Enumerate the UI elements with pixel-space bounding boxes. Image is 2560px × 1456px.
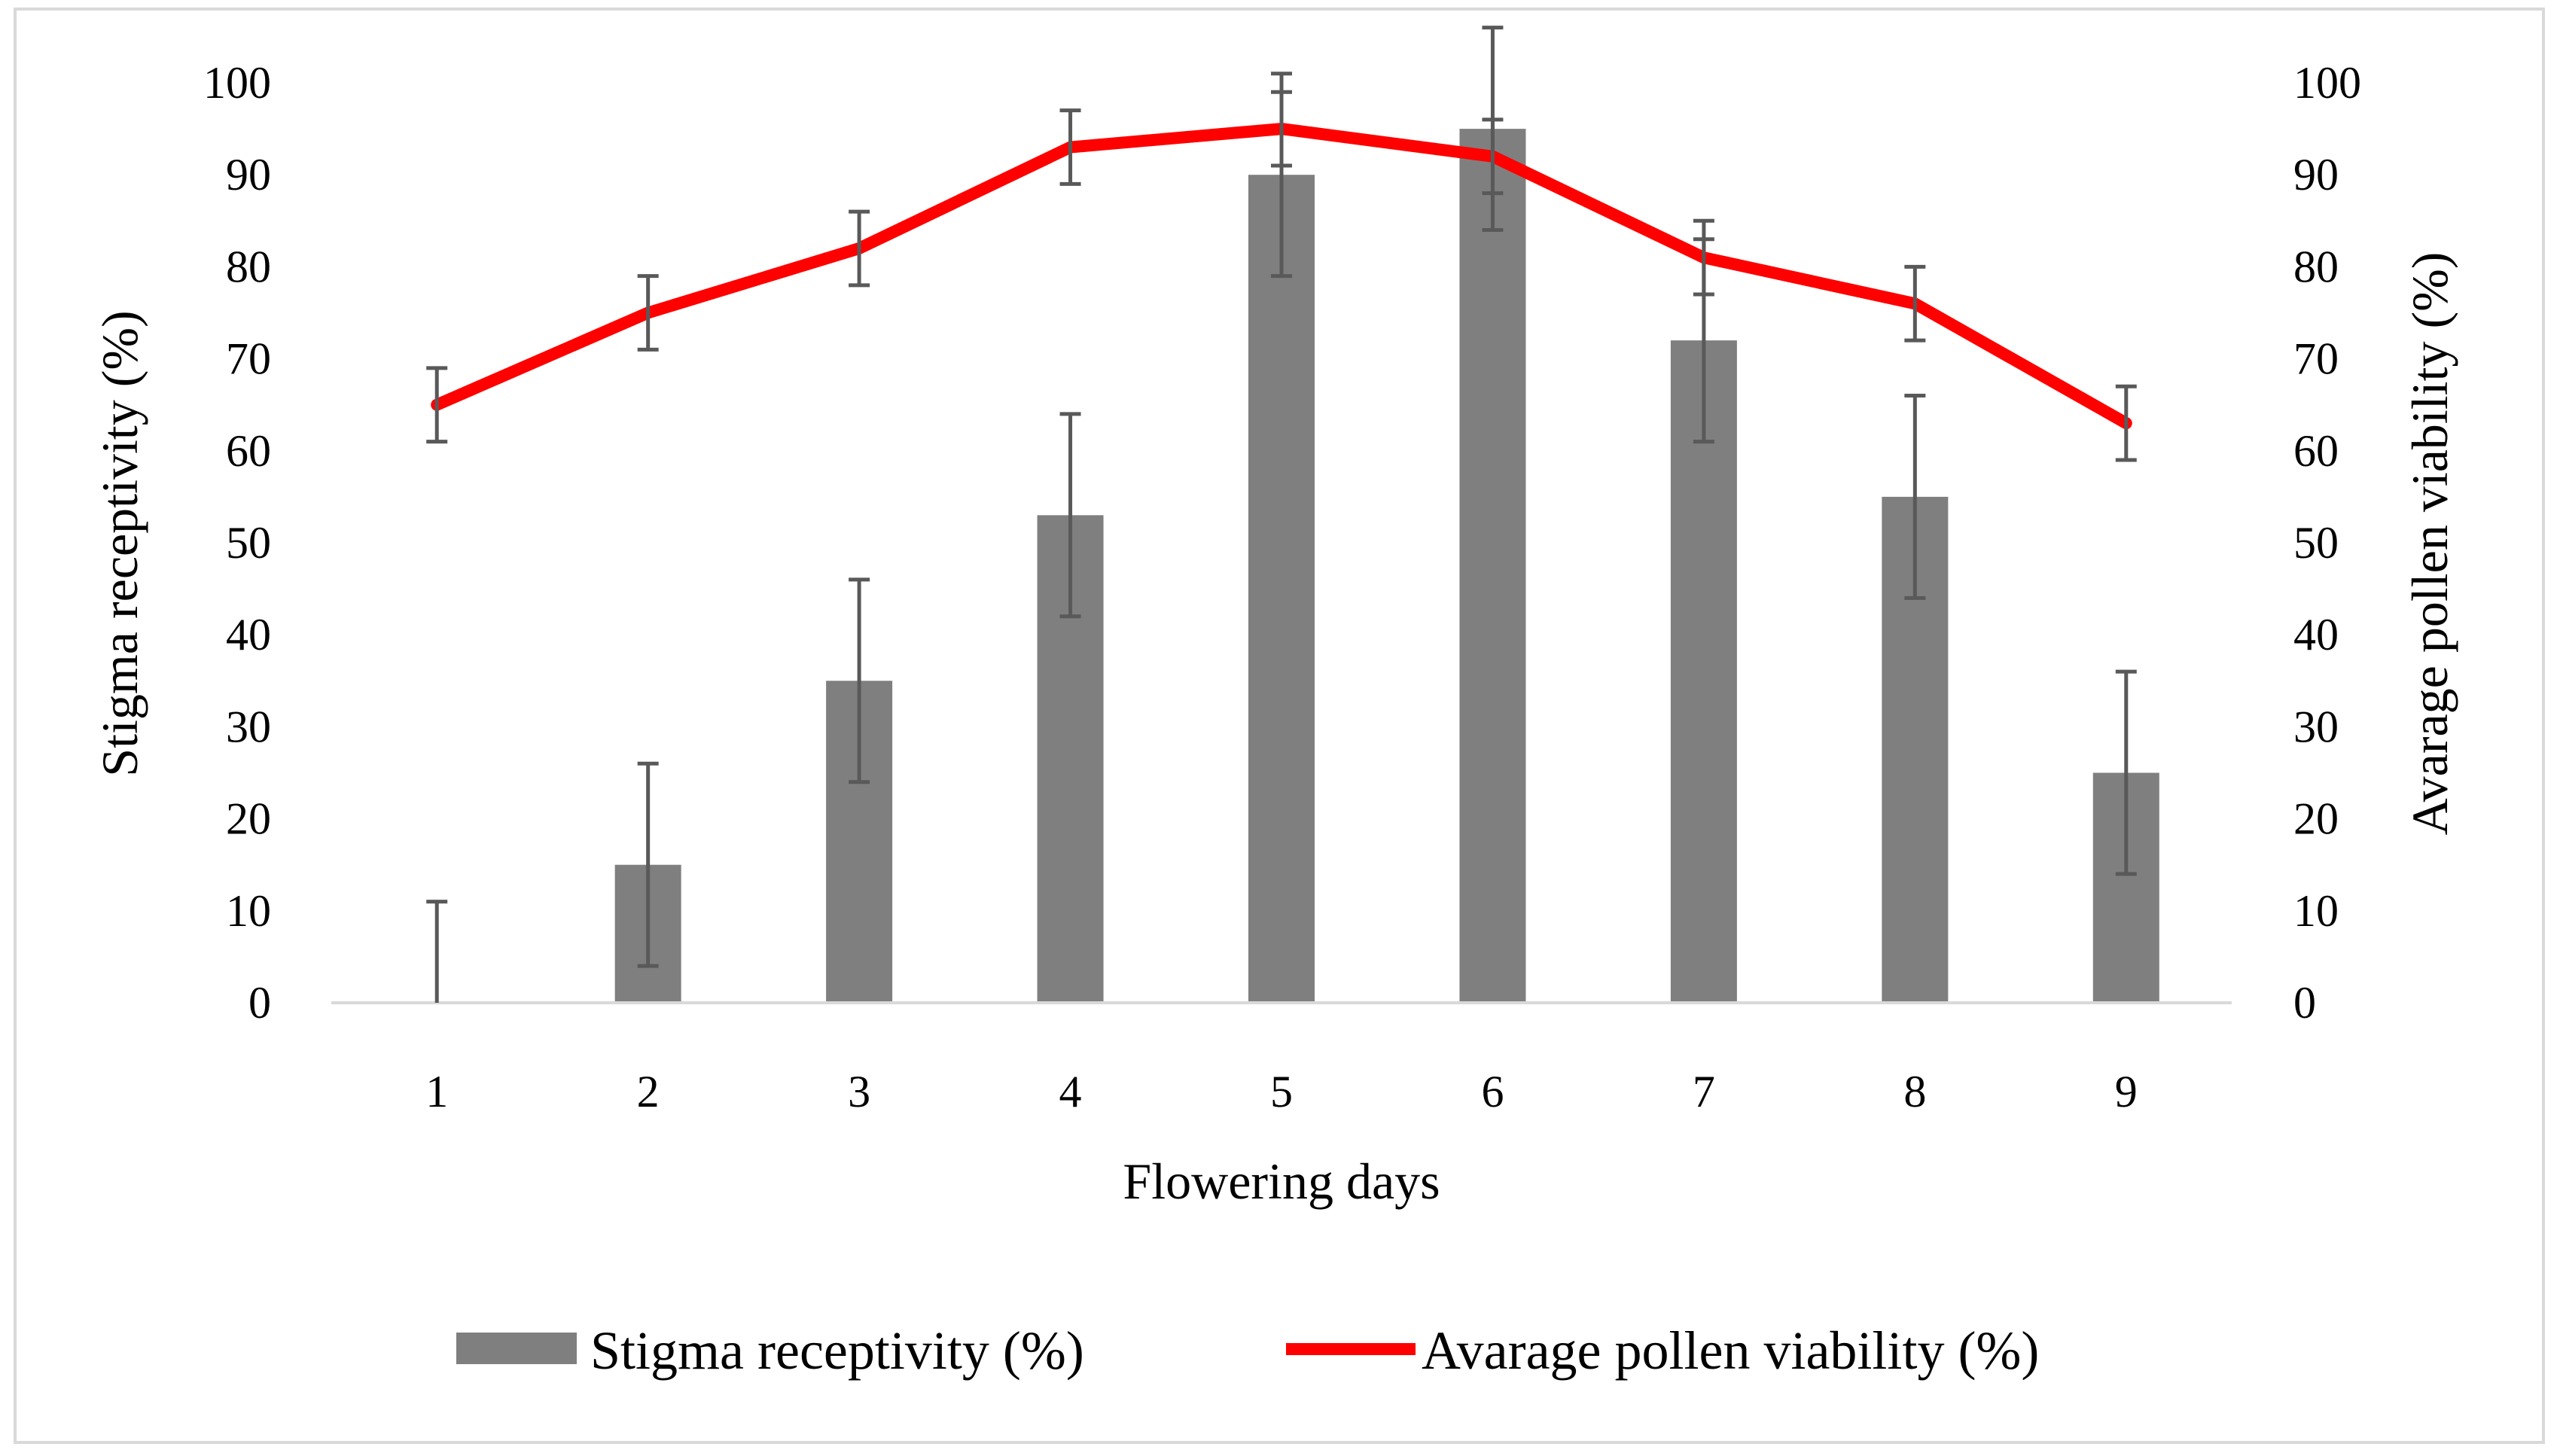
y-tick-30: 30 [226, 702, 271, 751]
y-tick-50: 50 [226, 518, 271, 568]
y-tick-60: 60 [226, 426, 271, 476]
y2-tick-80: 80 [2293, 242, 2339, 291]
bar-day-6 [1459, 129, 1526, 1004]
x-tick-3: 3 [848, 1067, 870, 1116]
legend-swatch-stigma [456, 1333, 577, 1364]
y2-axis-ticks: 0 10 20 30 40 50 60 70 80 90 100 [2293, 58, 2361, 1028]
bar-day-5 [1248, 175, 1315, 1004]
y2-tick-40: 40 [2293, 610, 2339, 659]
y-tick-90: 90 [226, 150, 271, 200]
y-axis-title: Stigma receptivity (%) [91, 310, 148, 776]
line-error-day-1 [426, 366, 448, 444]
y2-tick-70: 70 [2293, 334, 2339, 384]
chart-frame [14, 8, 2545, 1444]
y-tick-20: 20 [226, 794, 271, 844]
x-tick-8: 8 [1903, 1067, 1926, 1116]
bar-error-day-3 [849, 577, 870, 784]
x-tick-7: 7 [1693, 1067, 1715, 1116]
legend: Stigma receptivity (%) Avarage pollen vi… [456, 1320, 2039, 1381]
y-tick-40: 40 [226, 610, 271, 659]
y2-tick-30: 30 [2293, 702, 2339, 751]
legend-label-pollen: Avarage pollen viability (%) [1422, 1320, 2039, 1381]
y2-tick-50: 50 [2293, 518, 2339, 568]
y-axis-ticks: 0 10 20 30 40 50 60 70 80 90 100 [203, 58, 271, 1028]
y2-tick-10: 10 [2293, 886, 2339, 936]
y-tick-100: 100 [203, 58, 271, 108]
y2-tick-100: 100 [2293, 58, 2361, 108]
bar-error-day-4 [1059, 412, 1081, 619]
line-error-day-7 [1693, 218, 1714, 297]
y-tick-10: 10 [226, 886, 271, 936]
y2-tick-0: 0 [2293, 978, 2316, 1028]
y2-axis-title: Avarage pollen viability (%) [2401, 252, 2458, 836]
y-tick-70: 70 [226, 334, 271, 384]
line-error-day-3 [849, 209, 870, 288]
line-error-day-2 [637, 274, 659, 352]
x-tick-2: 2 [637, 1067, 660, 1116]
line-error-day-6 [1482, 117, 1504, 196]
line-error-bars [426, 90, 2137, 462]
bar-error-day-9 [2115, 669, 2137, 876]
line-error-day-4 [1059, 108, 1081, 186]
line-error-day-8 [1904, 264, 1926, 343]
x-tick-4: 4 [1059, 1067, 1082, 1116]
x-tick-5: 5 [1270, 1067, 1293, 1116]
bar-error-day-8 [1904, 393, 1926, 600]
bars-layer [614, 129, 2159, 1004]
line-error-day-9 [2115, 384, 2137, 462]
y-tick-0: 0 [248, 978, 271, 1028]
x-tick-9: 9 [2115, 1067, 2138, 1116]
y-tick-80: 80 [226, 242, 271, 291]
x-tick-6: 6 [1481, 1067, 1504, 1116]
y2-tick-20: 20 [2293, 794, 2339, 844]
legend-label-stigma: Stigma receptivity (%) [590, 1320, 1084, 1381]
x-tick-1: 1 [425, 1067, 448, 1116]
y2-tick-60: 60 [2293, 426, 2339, 476]
y2-tick-90: 90 [2293, 150, 2339, 200]
bar-error-day-2 [637, 761, 659, 968]
x-axis-ticks: 1 2 3 4 5 6 7 8 9 [425, 1067, 2138, 1116]
bar-day-7 [1670, 340, 1737, 1003]
line-error-day-5 [1271, 90, 1292, 168]
x-axis-title: Flowering days [1123, 1153, 1440, 1210]
bar-error-day-1 [426, 900, 448, 1003]
